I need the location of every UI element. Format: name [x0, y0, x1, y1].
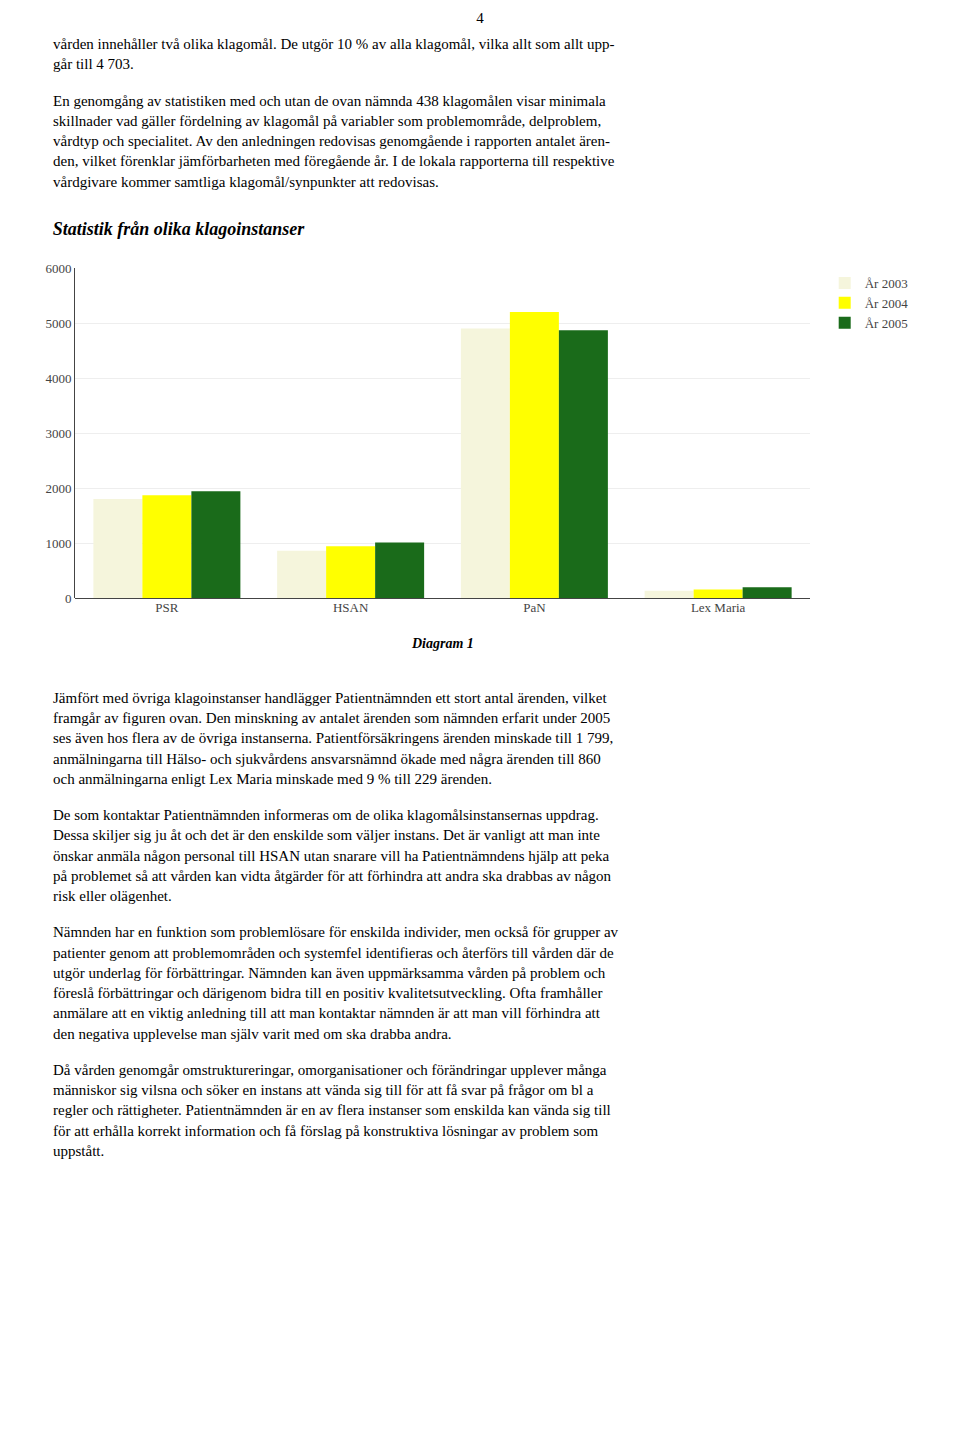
svg-text:6000: 6000	[45, 260, 71, 275]
html-text:En genomgång av statistiken me: En genomgång av statistiken med och utan…	[53, 92, 615, 190]
svg-text:2000: 2000	[45, 480, 71, 495]
svg-text:4000: 4000	[45, 370, 71, 385]
svg-text:Diagram 1: Diagram 1	[411, 636, 474, 651]
svg-text:PaN: PaN	[523, 600, 546, 615]
svg-text:År 2004: År 2004	[865, 296, 908, 311]
html-text:vården innehåller två olika kl: vården innehåller två olika klagomål. De…	[53, 36, 615, 73]
html-text:Då vården genomgår omstrukture: Då vården genomgår omstruktureringar, om…	[53, 1061, 611, 1159]
html-text:4: 4	[476, 10, 484, 26]
svg-text:HSAN: HSAN	[333, 600, 369, 615]
html-text:De som kontaktar Patientnämnde: De som kontaktar Patientnämnden informer…	[53, 807, 612, 904]
html-text:Nämnden har en funktion som pr: Nämnden har en funktion som problemlösar…	[53, 924, 619, 1042]
svg-text:År 2005: År 2005	[865, 316, 908, 331]
svg-text:3000: 3000	[45, 425, 71, 440]
html-text:Jämfört med övriga klagoinstan: Jämfört med övriga klagoinstanser handlä…	[53, 689, 614, 787]
svg-text:0: 0	[65, 590, 72, 605]
svg-text:År 2003: År 2003	[865, 276, 908, 291]
svg-text:5000: 5000	[45, 315, 71, 330]
svg-text:Lex Maria: Lex Maria	[691, 600, 746, 615]
svg-text:1000: 1000	[45, 535, 71, 550]
svg-text:Statistik från olika klagoinst: Statistik från olika klagoinstanser	[53, 218, 306, 238]
svg-text:PSR: PSR	[155, 600, 178, 615]
